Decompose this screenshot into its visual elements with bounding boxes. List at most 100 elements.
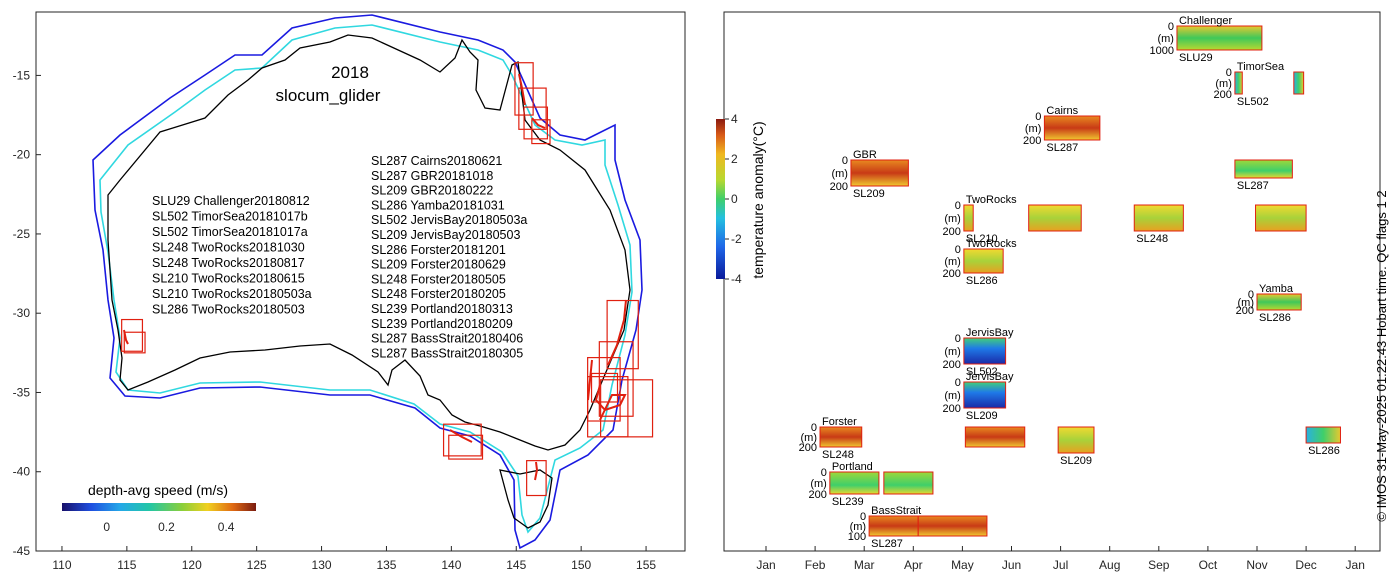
depth-tick-label: 100 [848, 531, 866, 543]
speed-colorbar-ticks: 0 0.2 0.4 [103, 520, 234, 534]
glider-label: SL286 [1259, 312, 1291, 324]
map-x-tick-label: 120 [182, 558, 202, 572]
deployment-box [442, 423, 482, 457]
speed-colorbar-tick-label: 0.2 [158, 520, 175, 534]
glider-heatmaps: ChallengerSLU290(m)1000TimorSeaSL5020(m)… [799, 15, 1341, 550]
month-tick-label: Dec [1295, 558, 1316, 572]
temperature-colorbar-ticks: 4 2 0 -2 -4 [725, 112, 742, 286]
deployment-box [448, 434, 484, 460]
map-y-tick-label: -35 [13, 385, 31, 399]
deployment-list-item: SL209 JervisBay20180503 [371, 228, 520, 242]
depth-axis: 0(m)200 [1236, 289, 1254, 317]
depth-axis: 0(m)200 [943, 244, 961, 280]
glider-row: JervisBay SL502 0(m)200 [943, 327, 1015, 378]
map-y-axis: -15 -20 -25 -30 -35 -40 -45 [13, 68, 41, 558]
temperature-colorbar-label: temperature anomaly(°C) [750, 121, 766, 278]
heatmap-segment [869, 516, 919, 536]
map-x-tick-label: 125 [247, 558, 267, 572]
site-label: Cairns [1046, 105, 1078, 117]
deployment-list-item: SL239 Portland20180313 [371, 302, 513, 316]
depth-tick-label: 1000 [1149, 45, 1173, 57]
deployment-list-item: SL502 JervisBay20180503a [371, 213, 527, 227]
deployment-list-item: SL286 Yamba20181031 [371, 198, 505, 212]
map-x-tick-label: 135 [376, 558, 396, 572]
heatmap-segment-frame [963, 381, 1007, 409]
temperature-colorbar-tick-label: -2 [731, 232, 742, 246]
depth-unit-label: (m) [944, 390, 961, 402]
map-y-tick-label: -25 [13, 227, 31, 241]
deployment-list-item: SL239 Portland20180209 [371, 317, 513, 331]
deployment-list-item: SL502 TimorSea20181017a [152, 225, 308, 239]
glider-label: SL287 [1046, 142, 1078, 154]
deployment-boxes [121, 62, 654, 497]
glider-row: TwoRocks SL210 0(m)200 [943, 194, 1082, 245]
glider-row: BassStrait SL287 0(m)100 [848, 505, 988, 550]
deployment-box [123, 331, 146, 354]
heatmap-segment-frame [1305, 426, 1341, 444]
glider-label: SL209 [853, 188, 885, 200]
depth-tick-label: 200 [1023, 135, 1041, 147]
depth-axis: 0(m)200 [799, 422, 817, 454]
deployment-list-item: SL287 GBR20181018 [371, 169, 493, 183]
heatmap-segment [963, 205, 974, 231]
site-label: JervisBay [966, 371, 1014, 383]
heatmap-segment-frame [1234, 159, 1293, 179]
site-label: GBR [853, 149, 877, 161]
heatmap-segment-frame [1176, 25, 1263, 51]
depth-tick-label: 0 [955, 377, 961, 389]
site-label: Forster [822, 416, 857, 428]
month-tick-label: Jul [1053, 558, 1068, 572]
deployment-list-item: SLU29 Challenger20180812 [152, 194, 310, 208]
depth-axis: 0(m)200 [943, 333, 961, 371]
depth-tick-label: 0 [821, 467, 827, 479]
depth-unit-label: (m) [810, 478, 827, 490]
deployment-list-item: SL287 BassStrait20180305 [371, 346, 523, 360]
depth-unit-label: (m) [1215, 78, 1232, 90]
heatmap-segment-frame [963, 204, 974, 232]
glider-row: Challenger SLU29 0(m)1000 [1149, 15, 1263, 64]
speed-colorbar [62, 503, 256, 511]
timeline-panel: Jan Feb Mar Apr May Jun Jul Aug Sep Oct Nov Dec Jan … [716, 11, 1389, 572]
deployment-list-item: SL248 Forster20180205 [371, 287, 506, 301]
depth-axis: 0(m)200 [943, 200, 961, 238]
map-x-axis: 110 115 120 125 130 135 140 145 150 155 [52, 546, 656, 572]
depth-tick-label: 0 [955, 200, 961, 212]
deployment-list-item: SL210 TwoRocks20180615 [152, 272, 305, 286]
map-x-tick-label: 150 [571, 558, 591, 572]
deployment-list-item: SL248 Forster20180505 [371, 272, 506, 286]
map-y-tick-label: -30 [13, 306, 31, 320]
speed-colorbar-tick-label: 0 [103, 520, 110, 534]
glider-row: GBR SL209 0(m)200 [830, 149, 909, 200]
site-label: Yamba [1259, 283, 1294, 295]
deployment-list-item: SL209 Forster20180629 [371, 258, 506, 272]
month-tick-label: Jan [756, 558, 775, 572]
deployment-list-item: SL209 GBR20180222 [371, 184, 493, 198]
glider-row: SL286 [1305, 426, 1341, 457]
heatmap-segment [963, 338, 1006, 364]
speed-colorbar-label: depth-avg speed (m/s) [88, 482, 228, 498]
deployment-list-item: SL248 TwoRocks20180817 [152, 256, 305, 270]
map-axes-box [35, 11, 686, 552]
deployment-list-item: SL210 TwoRocks20180503a [152, 287, 312, 301]
glider-row: SL287 [1234, 159, 1293, 192]
heatmap-segment-frame [917, 515, 988, 537]
depth-tick-label: 0 [860, 511, 866, 523]
deployment-list-item: SL502 TimorSea20181017b [152, 210, 308, 224]
heatmap-segment-frame [1234, 71, 1243, 95]
heatmap-segment [850, 160, 909, 186]
map-panel: 110 115 120 125 130 135 140 145 150 155 -15 -20 -25… [13, 11, 686, 572]
deployment-box [531, 119, 551, 145]
site-label: TwoRocks [966, 194, 1017, 206]
deployment-list-item: SL287 Cairns20180621 [371, 154, 502, 168]
temperature-colorbar-tick-label: 0 [731, 192, 738, 206]
depth-unit-label: (m) [801, 432, 818, 444]
glider-label: SL286 [966, 275, 998, 287]
depth-tick-label: 0 [1035, 111, 1041, 123]
depth-unit-label: (m) [944, 213, 961, 225]
month-tick-label: Nov [1246, 558, 1267, 572]
site-label: Challenger [1179, 15, 1233, 27]
depth-axis: 0(m)200 [808, 467, 826, 501]
map-x-tick-label: 155 [636, 558, 656, 572]
depth-tick-label: 200 [1236, 305, 1254, 317]
glider-label: SL287 [1237, 180, 1269, 192]
